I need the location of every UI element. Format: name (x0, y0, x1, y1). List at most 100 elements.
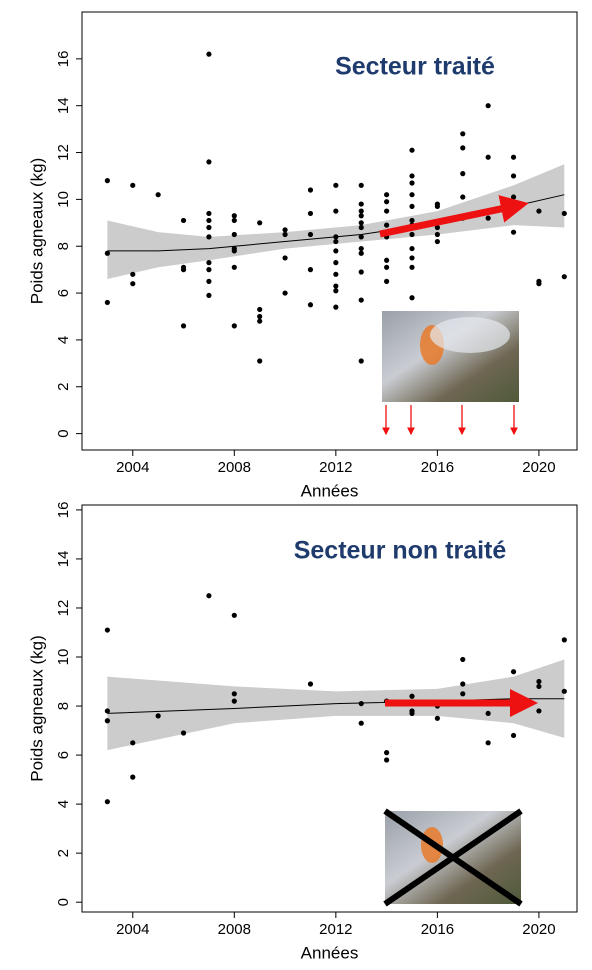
point (384, 222, 390, 228)
point (510, 229, 517, 235)
point (307, 267, 314, 273)
panel: 2004 2008 2012 2016 2020 0 2 4 6 8 10 12 14 16 Années P… (27, 502, 578, 962)
point (561, 210, 567, 217)
x-tick-label: 2020 (522, 459, 555, 476)
point (409, 693, 415, 699)
point (333, 304, 339, 310)
point (434, 238, 440, 245)
point (231, 612, 237, 618)
point (510, 669, 517, 675)
annotation: Secteur traité (335, 53, 495, 81)
point (409, 203, 415, 210)
point (409, 173, 415, 179)
point (358, 245, 364, 252)
x-tick-label: 2016 (421, 921, 454, 938)
point (409, 147, 415, 153)
point (206, 267, 212, 273)
x-tick-label: 2012 (319, 921, 352, 938)
point (510, 194, 517, 200)
point (358, 213, 364, 219)
fire-arrows (382, 405, 518, 436)
point (104, 708, 110, 714)
point (384, 757, 390, 763)
point (231, 231, 237, 238)
point (231, 217, 237, 224)
y-tick-label: 16 (55, 51, 72, 68)
point (409, 710, 415, 717)
point (485, 154, 491, 160)
point (257, 358, 263, 364)
point (282, 290, 288, 296)
annotation: Secteur non traité (294, 537, 507, 565)
point (180, 267, 187, 273)
point (384, 750, 390, 756)
point (231, 323, 237, 329)
point (180, 323, 187, 329)
panel: 2004 2008 2012 2016 2020 0 2 4 6 8 10 12 14 16 Années P… (27, 11, 578, 500)
point (180, 730, 187, 736)
point (460, 145, 466, 151)
point (409, 192, 415, 198)
y-tick-label: 14 (55, 97, 72, 114)
point (485, 710, 491, 717)
point (206, 260, 212, 266)
y-tick-label: 6 (55, 289, 72, 297)
y-tick-label: 4 (55, 336, 72, 344)
point (282, 231, 288, 238)
point (460, 681, 466, 687)
point (333, 182, 339, 188)
point (384, 192, 390, 198)
y-tick-label: 0 (55, 429, 72, 437)
point (460, 194, 466, 200)
point (206, 210, 212, 217)
point (231, 698, 237, 704)
point (460, 691, 466, 697)
x-axis-label: Années (301, 481, 359, 500)
plot-frame (81, 504, 578, 913)
y-tick-label: 12 (55, 600, 72, 617)
point (307, 231, 314, 238)
point (206, 51, 212, 57)
point (257, 313, 263, 320)
point (130, 740, 136, 746)
point (358, 250, 364, 256)
photo-crossed (383, 808, 523, 907)
y-tick-label: 2 (55, 383, 72, 391)
point (384, 264, 390, 270)
point (536, 208, 542, 214)
point (130, 271, 136, 277)
point (206, 593, 212, 599)
point (485, 103, 491, 109)
point (358, 700, 364, 707)
x-axis-label: Années (301, 943, 359, 962)
point (307, 681, 314, 687)
point (358, 297, 364, 303)
point (561, 688, 567, 694)
point (206, 224, 212, 231)
point (180, 217, 187, 224)
point (358, 269, 364, 275)
point (257, 318, 263, 324)
point (206, 234, 212, 240)
point (333, 238, 339, 245)
point (104, 250, 110, 256)
point (358, 234, 364, 240)
point (536, 281, 542, 287)
point (358, 208, 364, 214)
point (384, 257, 390, 263)
point (333, 288, 339, 294)
confidence-band (107, 164, 565, 280)
point (130, 281, 136, 287)
x-tick-label: 2020 (522, 921, 555, 938)
point (485, 215, 491, 221)
x-tick-label: 2008 (218, 921, 251, 938)
y-tick-label: 14 (55, 551, 72, 568)
point (307, 187, 314, 193)
point (510, 732, 517, 739)
point (104, 627, 110, 633)
point (358, 220, 364, 226)
point (434, 715, 440, 721)
point (434, 231, 440, 238)
point (282, 255, 288, 261)
